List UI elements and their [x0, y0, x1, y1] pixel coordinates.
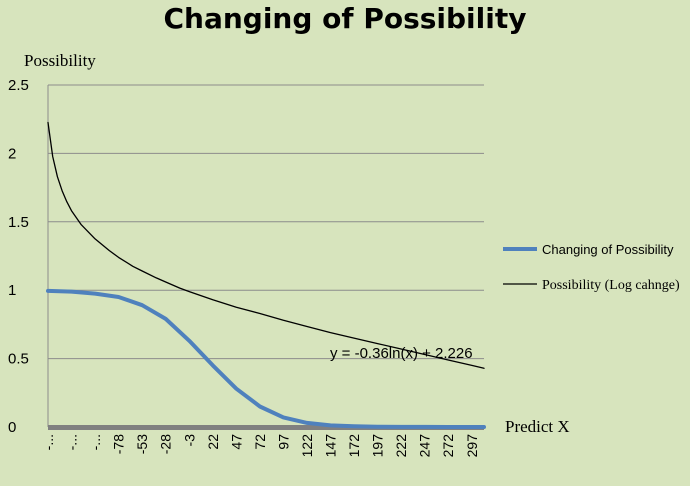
y-axis-label: Possibility [24, 51, 96, 70]
x-tick-label: 172 [346, 434, 362, 458]
x-tick-label: 247 [417, 434, 433, 458]
x-tick-label: -... [87, 434, 103, 450]
chart-title: Changing of Possibility [163, 2, 526, 35]
x-tick-label: 272 [440, 434, 456, 458]
x-tick-label: 197 [370, 434, 386, 458]
series-line-possibility-log-change [47, 121, 485, 369]
y-tick-label: 2 [8, 145, 16, 162]
y-tick-label: 1 [8, 282, 16, 299]
y-tick-label: 1.5 [8, 214, 29, 231]
legend-label-changing-of-possibility: Changing of Possibility [542, 242, 674, 257]
x-tick-label: 22 [205, 434, 221, 450]
trendline-equation: y = -0.36ln(x) + 2.226 [330, 345, 473, 362]
legend-label-possibility-log-change: Possibility (Log cahnge) [542, 278, 680, 293]
x-tick-label: 297 [464, 434, 480, 458]
legend: Changing of Possibility Possibility (Log… [503, 242, 680, 293]
gridlines [47, 84, 484, 430]
y-tick-label: 0.5 [8, 351, 29, 368]
x-tick-label: 147 [323, 434, 339, 458]
x-axis-label: Predict X [505, 417, 570, 436]
x-tick-label: 47 [228, 434, 244, 450]
x-tick-label: 97 [275, 434, 291, 450]
x-tick-label: -3 [181, 434, 197, 447]
x-tick-label: 122 [299, 434, 315, 458]
x-tick-label: -... [40, 434, 56, 450]
x-tick-label: -53 [134, 434, 150, 454]
y-tick-label: 0 [8, 419, 16, 436]
x-tick-label: -28 [158, 434, 174, 454]
x-tick-labels: -... -... -... -78 -53 -28 -3 22 47 72 97 122 147 172… [40, 434, 480, 458]
x-tick-label: -78 [111, 434, 127, 454]
x-tick-label: 72 [252, 434, 268, 450]
series-lines [46, 121, 486, 429]
x-tick-label: -... [64, 434, 80, 450]
y-tick-label: 2.5 [8, 77, 29, 94]
x-axis-bar [48, 425, 484, 430]
y-tick-labels: 0 0.5 1 1.5 2 2.5 [8, 77, 29, 436]
x-tick-label: 222 [393, 434, 409, 458]
series-line-changing-of-possibility [46, 288, 486, 429]
